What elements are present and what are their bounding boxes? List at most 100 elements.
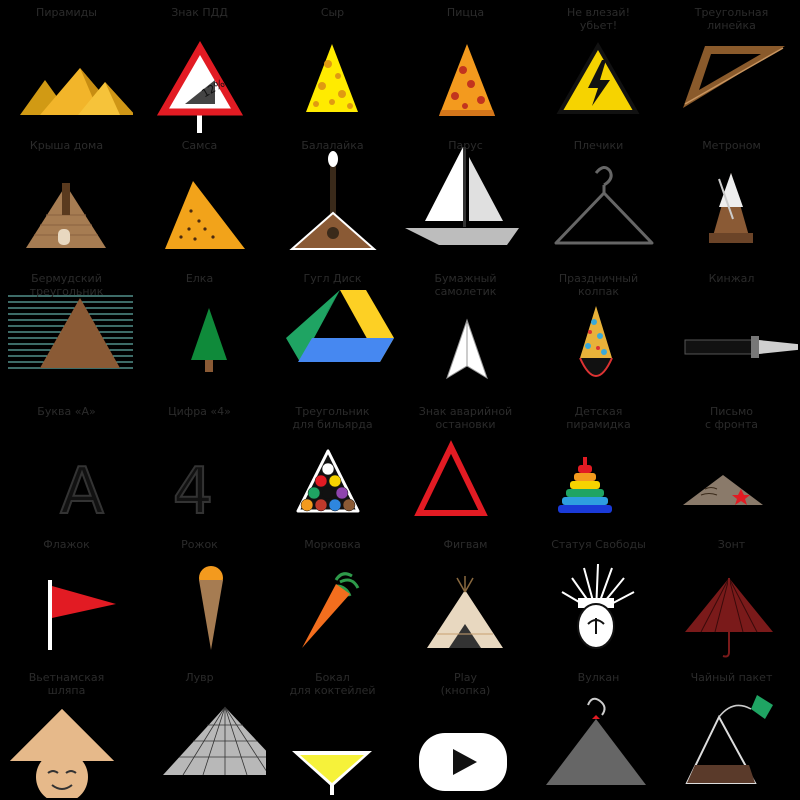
tile: Вьетнамская шляпа: [0, 665, 133, 798]
tile: Зонт: [665, 532, 798, 665]
tea-bag-icon: [685, 695, 773, 784]
tile-label: Бокал для коктейлей: [289, 671, 376, 697]
tile-label: Рожок: [181, 538, 218, 551]
digit-four: 4: [173, 455, 214, 529]
tile-label: Лувр: [185, 671, 214, 684]
wigwam-icon: [427, 576, 503, 648]
tile-label: Зонт: [717, 538, 746, 551]
play-button-icon: [419, 733, 507, 791]
tile: Треугольная линейка: [665, 0, 798, 133]
tile: Play (кнопка): [399, 665, 532, 798]
tile-label: Сыр: [320, 6, 345, 19]
pizza-icon: [439, 44, 495, 116]
tile-label: Кинжал: [708, 272, 755, 285]
toy-pyramid-icon: [558, 457, 612, 513]
carrot-icon: [302, 572, 360, 648]
tile: Балалайка: [266, 133, 399, 266]
letter-a: A: [60, 455, 104, 529]
tile-label: Буква «А»: [37, 405, 96, 418]
balalaika-icon: [289, 151, 377, 250]
tile: Знак аварийной остановки: [399, 399, 532, 532]
tile-label: Знак аварийной остановки: [418, 405, 513, 431]
tile-label: Play (кнопка): [440, 671, 491, 697]
cheese-icon: [306, 44, 358, 112]
war-letter-icon: [683, 475, 763, 505]
tile: Праздничный колпак: [532, 266, 665, 399]
tile-label: Самса: [181, 139, 218, 152]
sailboat-icon: [405, 147, 519, 245]
party-hat-icon: [579, 306, 613, 377]
tile-label: Треугольная линейка: [694, 6, 769, 32]
tile-label: Вулкан: [577, 671, 620, 684]
tile: Чайный пакет: [665, 665, 798, 798]
tile-label: Бермудский треугольник: [29, 272, 104, 298]
tile-label: Детская пирамидка: [566, 405, 631, 431]
tile: Крыша дома: [0, 133, 133, 266]
tile: Бермудский треугольник: [0, 266, 133, 399]
tile: Метроном: [665, 133, 798, 266]
tile: Сыр: [266, 0, 399, 133]
google-drive-icon: [286, 290, 394, 362]
tile-label: Бумажный самолетик: [434, 272, 497, 298]
tile: Письмо с фронта: [665, 399, 798, 532]
paper-plane-icon: [446, 318, 488, 380]
billiard-rack-icon: [296, 449, 360, 513]
letter-a-icon: A: [59, 454, 105, 530]
tile-label: Письмо с фронта: [704, 405, 758, 431]
tile: Треугольник для бильярда: [266, 399, 399, 532]
tile: Бумажный самолетик: [399, 266, 532, 399]
tile-label: Знак ПДД: [171, 6, 228, 19]
tile-label: Вьетнамская шляпа: [28, 671, 105, 697]
tile: Рожок: [133, 532, 266, 665]
tile-label: Елка: [185, 272, 214, 285]
tile-label: Чайный пакет: [690, 671, 773, 684]
tile: Плечики: [532, 133, 665, 266]
hanger-icon: [554, 166, 654, 245]
tile: Детская пирамидка: [532, 399, 665, 532]
tile: A Буква «А»: [0, 399, 133, 532]
tile-label: Парус: [448, 139, 483, 152]
tile: Кинжал: [665, 266, 798, 399]
tile: Елка: [133, 266, 266, 399]
tile: Гугл Диск: [266, 266, 399, 399]
statue-of-liberty-icon: [561, 563, 635, 649]
flag-icon: [48, 580, 116, 650]
tile-label: Фигвам: [443, 538, 488, 551]
tile: Пирамиды: [0, 0, 133, 133]
tile-label: Крыша дома: [29, 139, 104, 152]
road-sign-icon: 12%: [156, 41, 244, 133]
set-square-icon: [683, 46, 785, 108]
house-roof-icon: [26, 183, 106, 248]
tile: Не влезай! убьет!: [532, 0, 665, 133]
tile-label: Плечики: [573, 139, 624, 152]
tile-label: Пицца: [446, 6, 485, 19]
tile: Флажок: [0, 532, 133, 665]
fir-tree-icon: [191, 308, 227, 372]
tile: Вулкан: [532, 665, 665, 798]
tile: 12% Знак ПДД: [133, 0, 266, 133]
tile-label: Метроном: [702, 139, 761, 152]
digit-four-icon: 4: [172, 454, 215, 530]
tile-label: Балалайка: [301, 139, 364, 152]
tile-label: Пирамиды: [36, 6, 97, 19]
tile-label: Гугл Диск: [303, 272, 362, 285]
vietnamese-hat-icon: [10, 709, 114, 798]
tile: Самса: [133, 133, 266, 266]
pyramids-icon: [20, 68, 133, 115]
bermuda-triangle-icon: [8, 295, 133, 369]
tile-label: Цифра «4»: [168, 405, 231, 418]
metronome-icon: [709, 173, 753, 243]
tile-label: Флажок: [43, 538, 90, 551]
tile-label: Не влезай! убьет!: [567, 6, 630, 32]
tile: Парус: [399, 133, 532, 266]
tile-label: Морковка: [304, 538, 361, 551]
ice-cream-cone-icon: [199, 566, 223, 650]
samsa-icon: [165, 181, 245, 249]
tile-label: Статуя Свободы: [551, 538, 646, 551]
warning-triangle-icon: [414, 440, 488, 516]
tile-label: Треугольник для бильярда: [292, 405, 373, 431]
cocktail-glass-icon: [292, 751, 372, 795]
tile: Морковка: [266, 532, 399, 665]
tile-label: Праздничный колпак: [558, 272, 639, 298]
